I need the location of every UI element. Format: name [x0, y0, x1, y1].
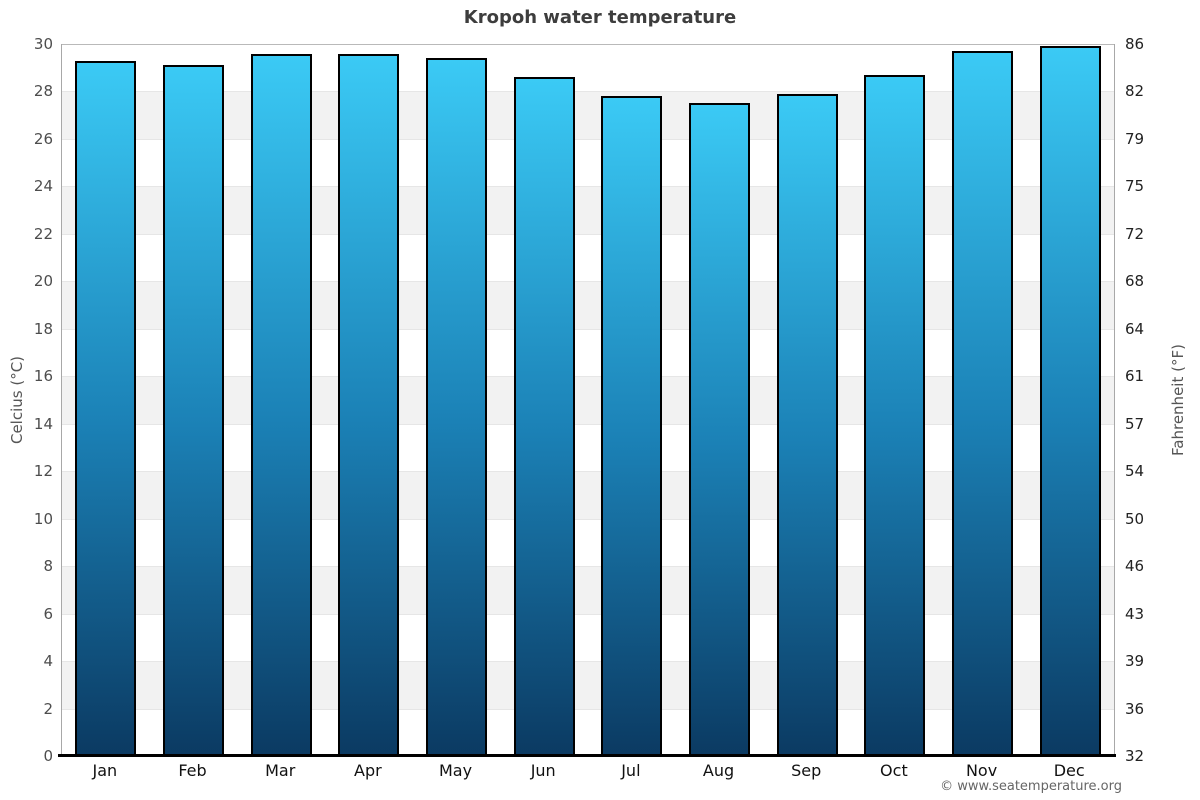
celsius-tick-0: 0	[43, 747, 53, 765]
grid-band	[62, 233, 1114, 282]
bar-slot-aug	[676, 44, 764, 756]
grid-band	[62, 423, 1114, 472]
bar-jun	[513, 77, 575, 756]
bar-slot-jul	[588, 44, 676, 756]
celsius-tick-4: 4	[43, 652, 53, 671]
x-axis-month-labels: Jan Feb Mar Apr May Jun Jul Aug Sep Oct Nov Dec	[61, 761, 1113, 780]
bar-slot-jan	[62, 44, 150, 756]
bar-may	[426, 58, 488, 756]
fahrenheit-tick-75: 75	[1125, 177, 1145, 196]
month-label-oct: Oct	[880, 761, 908, 780]
bar-mar	[250, 53, 312, 756]
fahrenheit-tick-57: 57	[1125, 414, 1145, 433]
bar-jul	[601, 96, 663, 756]
celsius-tick-14: 14	[33, 414, 53, 433]
celsius-tick-12: 12	[33, 462, 53, 481]
celsius-tick-16: 16	[33, 367, 53, 386]
bar-series	[62, 44, 1114, 756]
celsius-tick-8: 8	[43, 557, 53, 576]
month-label-jul: Jul	[621, 761, 641, 780]
x-axis-line	[58, 754, 1116, 757]
fahrenheit-tick-64: 64	[1125, 319, 1145, 338]
fahrenheit-tick-61: 61	[1125, 367, 1145, 386]
bar-sep	[776, 93, 838, 756]
grid-band	[62, 471, 1114, 519]
fahrenheit-tick-68: 68	[1125, 272, 1145, 291]
bar-slot-feb	[150, 44, 238, 756]
bar-oct	[864, 74, 926, 756]
celsius-tick-24: 24	[33, 177, 53, 196]
fahrenheit-tick-39: 39	[1125, 652, 1145, 671]
month-label-sep: Sep	[791, 761, 822, 780]
bar-dec	[1039, 46, 1101, 756]
month-label-jun: Jun	[530, 761, 556, 780]
grid-band	[62, 328, 1114, 377]
grid-band	[62, 186, 1114, 234]
bar-slot-oct	[851, 44, 939, 756]
fahrenheit-tick-36: 36	[1125, 699, 1145, 718]
grid-band	[62, 138, 1114, 187]
fahrenheit-tick-46: 46	[1125, 557, 1145, 576]
month-label-aug: Aug	[702, 761, 735, 780]
month-label-mar: Mar	[265, 761, 296, 780]
month-label-may: May	[438, 761, 473, 780]
footer-credit: © www.seatemperature.org	[940, 779, 1122, 794]
grid-band	[62, 281, 1114, 329]
bar-slot-jun	[500, 44, 588, 756]
celsius-tick-18: 18	[33, 319, 53, 338]
grid-band	[62, 518, 1114, 567]
celsius-tick-2: 2	[43, 699, 53, 718]
fahrenheit-tick-32: 32	[1125, 747, 1145, 765]
plot-area	[61, 44, 1115, 756]
grid-band	[62, 44, 1114, 92]
celsius-tick-10: 10	[33, 509, 53, 528]
bar-slot-mar	[237, 44, 325, 756]
grid-band	[62, 566, 1114, 614]
bar-slot-may	[413, 44, 501, 756]
y-axis-title-fahrenheit: Fahrenheit (°F)	[1169, 344, 1187, 456]
celsius-tick-30: 30	[33, 35, 53, 53]
fahrenheit-tick-50: 50	[1125, 509, 1145, 528]
grid-band	[62, 708, 1114, 756]
bar-aug	[689, 103, 751, 756]
grid-band	[62, 661, 1114, 709]
bar-jan	[75, 60, 137, 756]
celsius-tick-6: 6	[43, 604, 53, 623]
fahrenheit-tick-86: 86	[1125, 35, 1145, 53]
bar-apr	[338, 53, 400, 756]
grid-band	[62, 91, 1114, 139]
bar-nov	[952, 51, 1014, 756]
bar-slot-sep	[763, 44, 851, 756]
bar-slot-apr	[325, 44, 413, 756]
celsius-tick-20: 20	[33, 272, 53, 291]
month-label-jan: Jan	[92, 761, 118, 780]
fahrenheit-tick-54: 54	[1125, 462, 1145, 481]
fahrenheit-tick-43: 43	[1125, 604, 1145, 623]
bar-slot-dec	[1026, 44, 1114, 756]
grid-band	[62, 376, 1114, 424]
month-label-feb: Feb	[178, 761, 207, 780]
month-label-nov: Nov	[965, 761, 998, 780]
month-label-dec: Dec	[1053, 761, 1085, 780]
grid-band	[62, 613, 1114, 662]
fahrenheit-tick-79: 79	[1125, 129, 1145, 148]
month-label-apr: Apr	[354, 761, 382, 780]
fahrenheit-tick-82: 82	[1125, 82, 1145, 101]
fahrenheit-tick-72: 72	[1125, 224, 1145, 243]
chart-title: Kropoh water temperature	[463, 7, 737, 28]
bar-feb	[163, 65, 224, 756]
celsius-tick-22: 22	[33, 224, 53, 243]
celsius-tick-28: 28	[33, 82, 53, 101]
celsius-tick-26: 26	[33, 129, 53, 148]
bar-slot-nov	[939, 44, 1027, 756]
